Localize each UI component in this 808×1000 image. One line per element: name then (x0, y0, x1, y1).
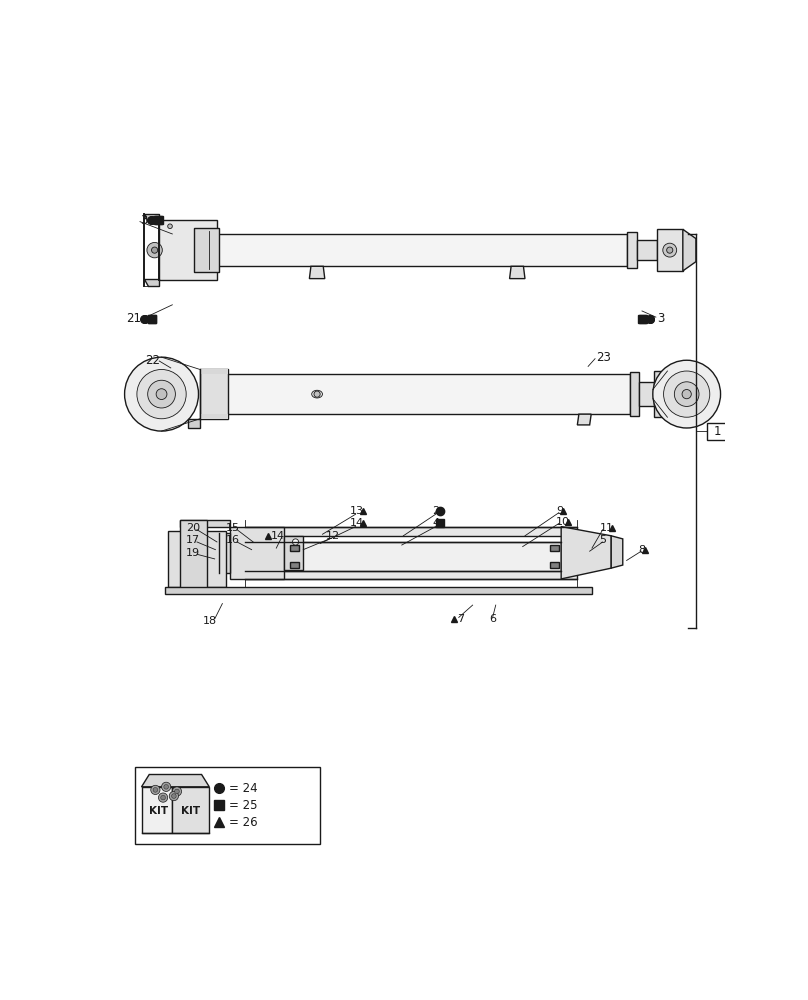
Polygon shape (246, 527, 577, 536)
Text: 18: 18 (203, 615, 217, 626)
Text: 11: 11 (600, 523, 613, 533)
Text: 14: 14 (349, 518, 364, 528)
Polygon shape (309, 266, 325, 279)
Text: 1: 1 (713, 425, 722, 438)
Bar (136, 767, 320, 844)
Text: KIT: KIT (182, 806, 200, 816)
Text: 14: 14 (271, 531, 285, 541)
Text: 19: 19 (186, 548, 200, 558)
Circle shape (663, 371, 709, 417)
Polygon shape (144, 214, 159, 222)
Polygon shape (141, 774, 209, 787)
Polygon shape (639, 382, 654, 406)
Polygon shape (658, 229, 683, 271)
Polygon shape (187, 419, 200, 428)
Polygon shape (611, 536, 623, 568)
Text: 5: 5 (600, 535, 607, 545)
Text: 2: 2 (432, 506, 440, 516)
Circle shape (152, 247, 158, 253)
Circle shape (156, 389, 167, 400)
Polygon shape (141, 787, 172, 833)
Polygon shape (217, 234, 627, 266)
Text: 22: 22 (145, 354, 160, 367)
Polygon shape (200, 369, 228, 374)
Circle shape (675, 382, 699, 406)
Circle shape (171, 794, 176, 798)
Text: 23: 23 (595, 351, 611, 364)
Polygon shape (246, 570, 577, 579)
Text: 3: 3 (658, 312, 665, 325)
Circle shape (168, 224, 172, 229)
Text: 12: 12 (326, 531, 340, 541)
Polygon shape (627, 232, 637, 268)
Circle shape (292, 539, 299, 545)
Text: 16: 16 (226, 535, 240, 545)
Text: 4: 4 (432, 518, 440, 528)
Circle shape (148, 380, 175, 408)
Polygon shape (654, 371, 667, 417)
Text: 20: 20 (186, 523, 200, 533)
Text: 7: 7 (457, 614, 465, 624)
Text: = 26: = 26 (229, 816, 258, 829)
Polygon shape (246, 542, 562, 571)
Circle shape (164, 785, 169, 789)
Ellipse shape (312, 390, 322, 398)
Circle shape (137, 369, 186, 419)
Polygon shape (159, 220, 217, 280)
Polygon shape (218, 533, 230, 573)
Text: 9: 9 (556, 506, 563, 516)
Bar (708, 423, 727, 440)
Circle shape (175, 789, 179, 794)
Polygon shape (510, 266, 525, 279)
Circle shape (153, 788, 158, 792)
Polygon shape (226, 374, 629, 414)
Polygon shape (578, 414, 591, 425)
Circle shape (314, 391, 320, 397)
Circle shape (147, 242, 162, 258)
Polygon shape (284, 536, 303, 570)
Polygon shape (194, 228, 218, 272)
Text: 6: 6 (490, 614, 497, 624)
Text: 8: 8 (638, 545, 646, 555)
Polygon shape (180, 520, 230, 527)
Circle shape (124, 357, 199, 431)
Circle shape (682, 389, 692, 399)
Polygon shape (629, 372, 639, 416)
Text: 17: 17 (186, 535, 200, 545)
Circle shape (158, 793, 168, 802)
Polygon shape (683, 229, 696, 271)
Polygon shape (562, 527, 611, 579)
Polygon shape (165, 587, 592, 594)
Text: 3: 3 (140, 214, 147, 227)
Text: = 24: = 24 (229, 782, 258, 795)
Circle shape (169, 791, 179, 801)
Polygon shape (180, 520, 207, 593)
Text: KIT: KIT (149, 806, 168, 816)
Polygon shape (172, 787, 209, 833)
Polygon shape (169, 531, 226, 587)
Polygon shape (144, 279, 159, 286)
Circle shape (667, 247, 673, 253)
Polygon shape (200, 369, 228, 419)
Polygon shape (200, 414, 228, 419)
Polygon shape (230, 527, 284, 579)
Circle shape (653, 360, 721, 428)
Circle shape (663, 243, 676, 257)
Circle shape (172, 787, 182, 796)
Polygon shape (637, 240, 658, 260)
Polygon shape (549, 562, 559, 568)
Text: = 25: = 25 (229, 799, 258, 812)
Polygon shape (549, 545, 559, 551)
Text: 13: 13 (349, 506, 364, 516)
Polygon shape (290, 545, 300, 551)
Text: 15: 15 (226, 523, 240, 533)
Circle shape (162, 782, 170, 791)
Circle shape (151, 785, 160, 795)
Text: 10: 10 (556, 517, 570, 527)
Text: 21: 21 (126, 312, 141, 325)
Circle shape (161, 795, 166, 800)
Polygon shape (290, 562, 300, 568)
